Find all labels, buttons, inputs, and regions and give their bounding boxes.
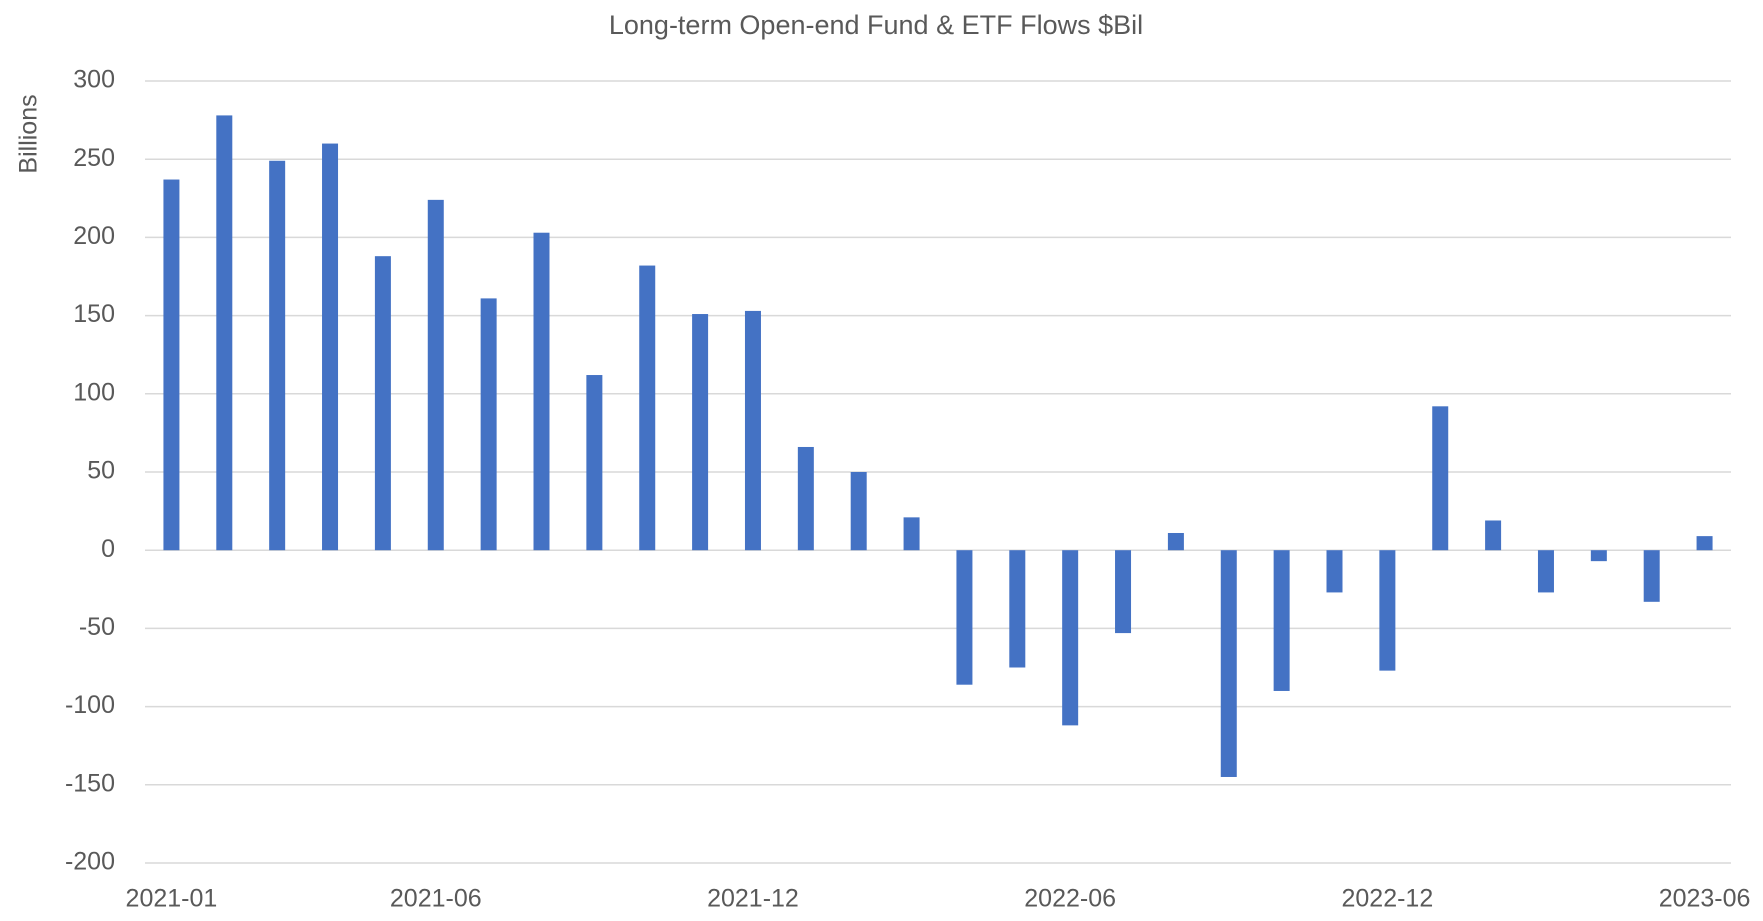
bar [797,446,814,551]
bar [1643,550,1660,602]
bar [322,143,339,551]
bar [427,199,444,551]
y-tick-label: 0 [101,535,115,563]
y-tick-label: 50 [87,457,115,485]
bar [1062,550,1079,726]
bar [269,160,286,551]
y-tick-label: -50 [79,613,115,641]
bar [1537,550,1554,593]
y-tick-label: 200 [73,222,115,250]
x-tick-label: 2021-12 [707,885,799,913]
bar [956,550,973,685]
y-tick-label: 150 [73,300,115,328]
bar [480,298,497,551]
y-tick-label: 100 [73,378,115,406]
bar [1273,550,1290,691]
bar [1379,550,1396,671]
bar [374,256,391,551]
x-tick-label: 2021-06 [390,885,482,913]
y-axis-label: Billions [15,94,43,173]
bar [1115,550,1132,634]
bar [1009,550,1026,668]
bar [692,314,709,551]
bar [1220,550,1237,777]
chart-title: Long-term Open-end Fund & ETF Flows $Bil [609,10,1143,40]
bar [1485,520,1502,551]
y-tick-label: 250 [73,144,115,172]
bar [586,375,603,551]
bar [639,265,656,551]
bar [1432,406,1449,551]
bar [216,115,233,551]
x-tick-label: 2021-01 [126,885,218,913]
x-tick-label: 2022-06 [1024,885,1116,913]
bar [163,179,180,551]
x-tick-label: 2022-12 [1341,885,1433,913]
bar [533,232,550,551]
bar [903,517,920,551]
bar [1590,550,1607,562]
y-tick-label: 300 [73,66,115,94]
bar [1167,532,1184,551]
y-tick-label: -200 [65,848,115,876]
y-tick-label: -100 [65,691,115,719]
bar [1326,550,1343,593]
x-tick-label: 2023-06 [1659,885,1751,913]
bar [850,472,867,551]
y-tick-label: -150 [65,769,115,797]
bar [1696,536,1713,551]
bar [744,310,761,551]
